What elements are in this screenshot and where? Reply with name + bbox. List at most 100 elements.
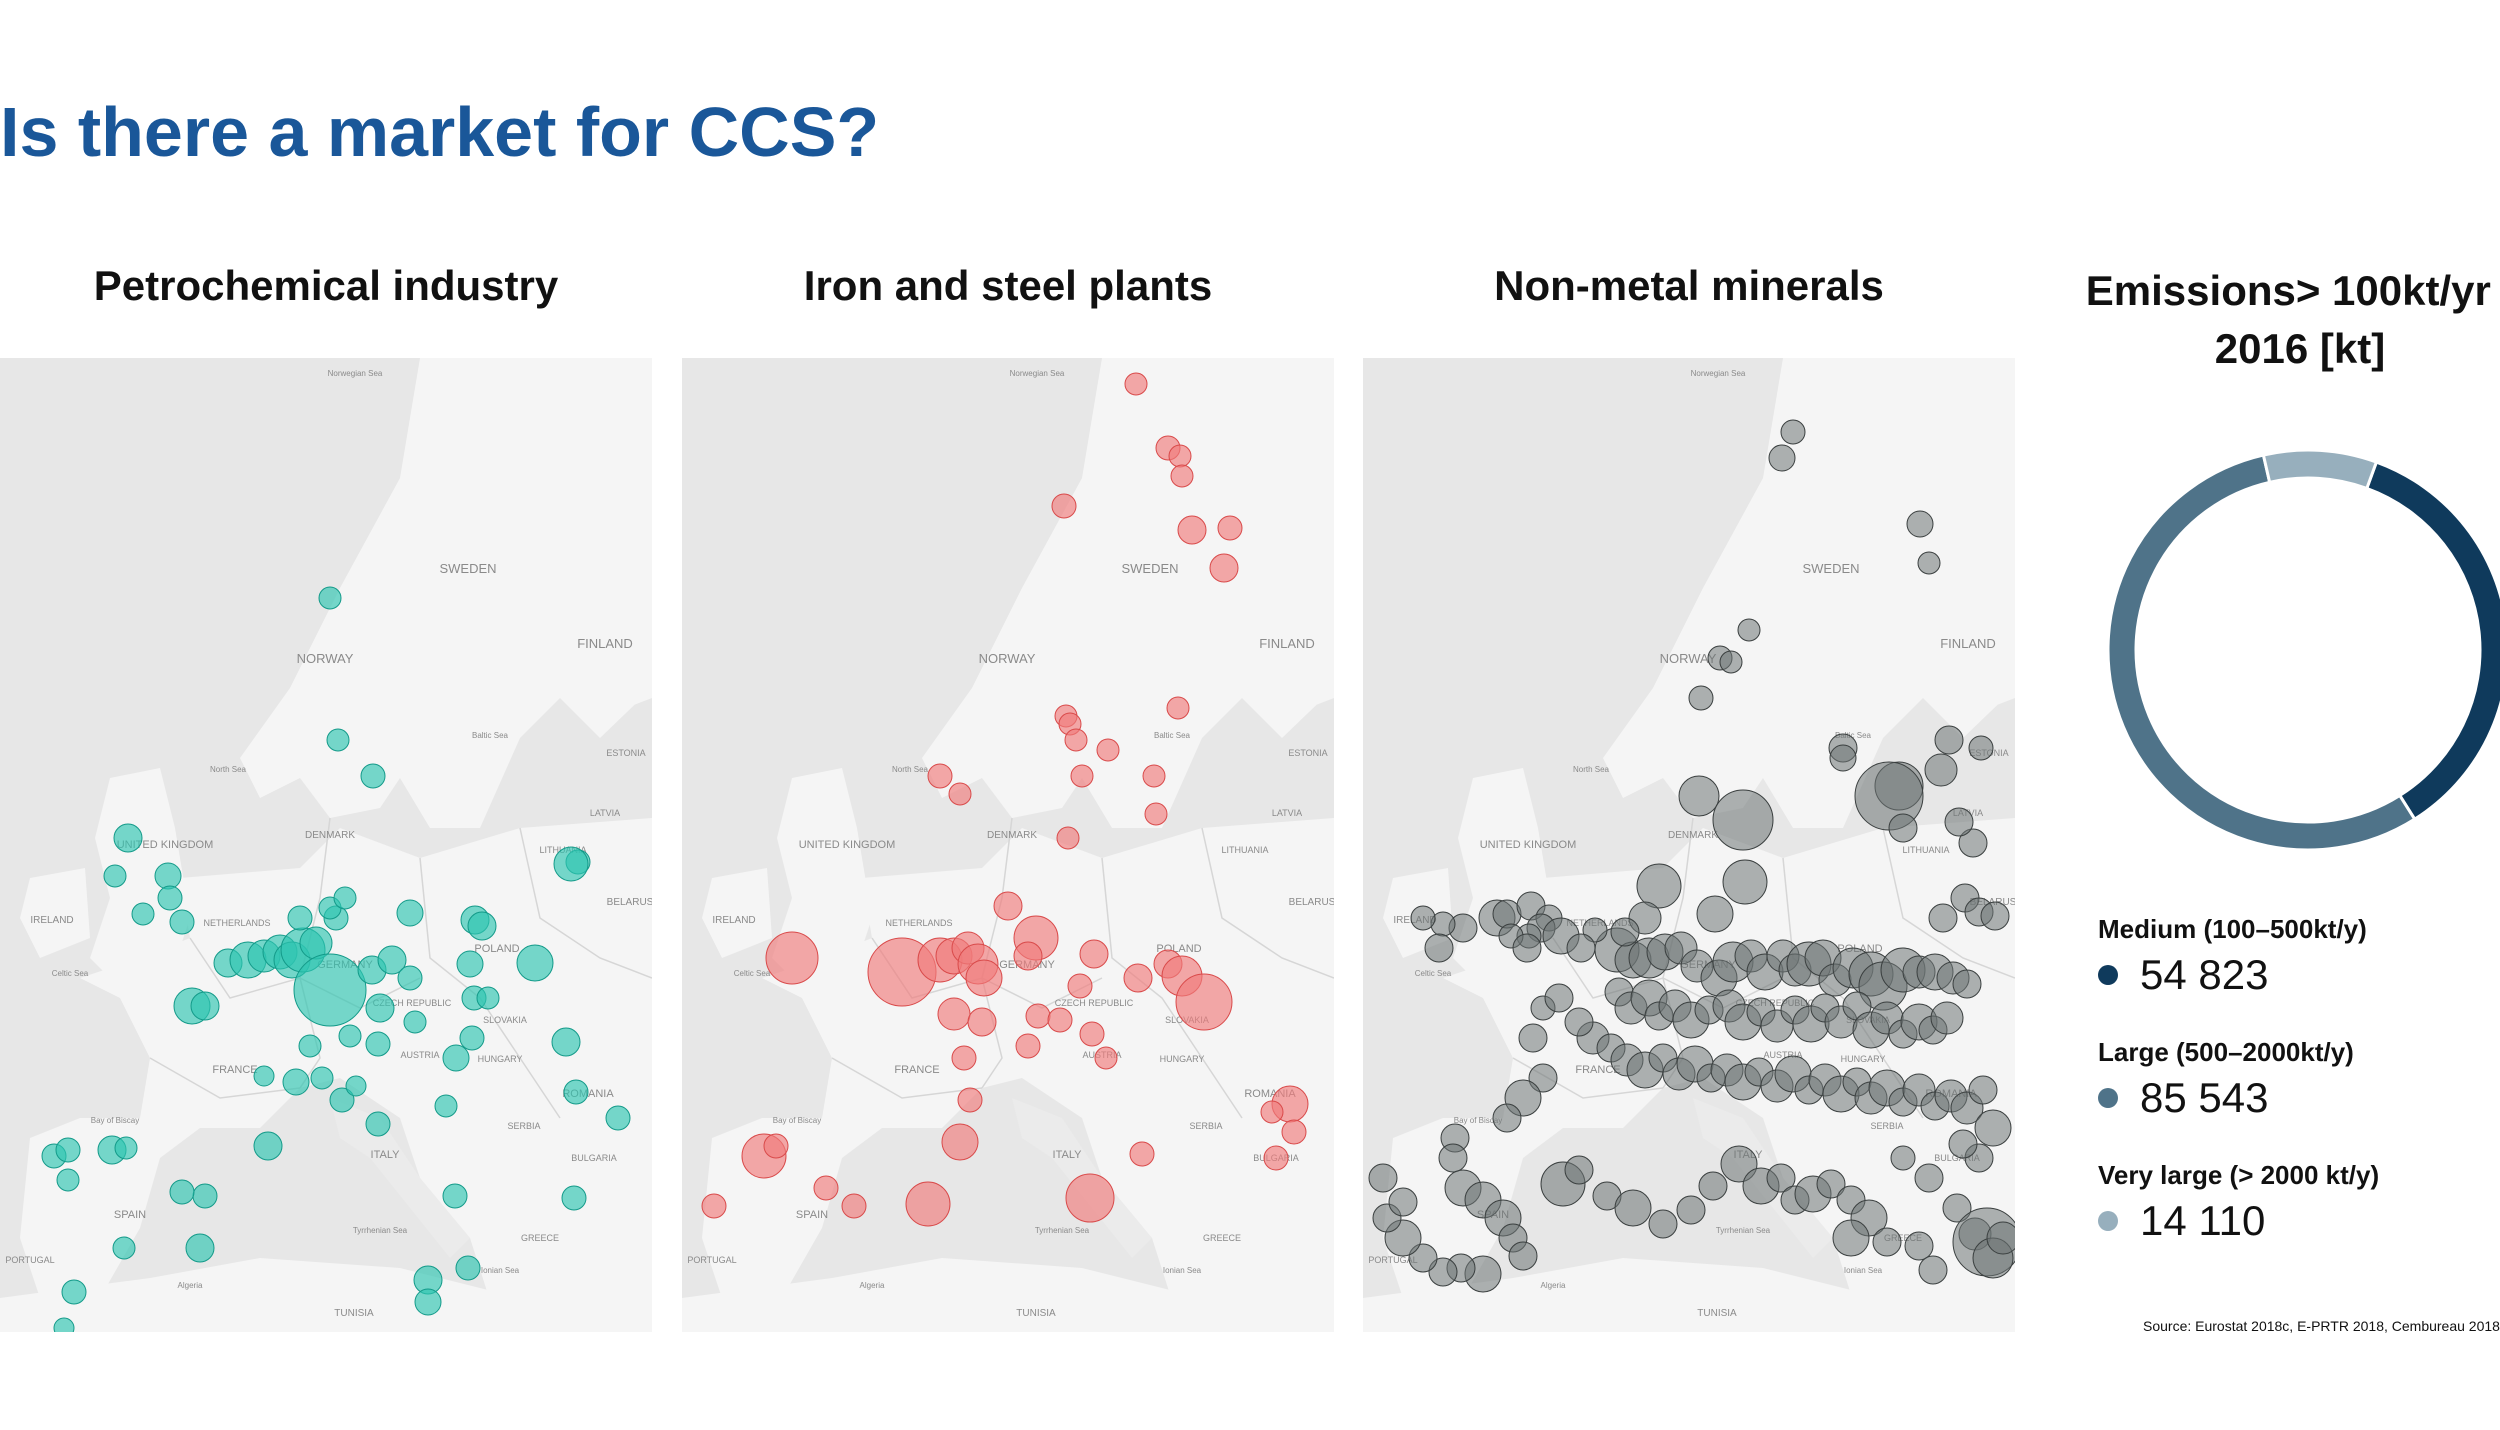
facility-bubble[interactable] xyxy=(1388,1187,1418,1217)
facility-bubble[interactable] xyxy=(1872,1227,1902,1257)
facility-bubble[interactable] xyxy=(1829,744,1857,772)
facility-bubble[interactable] xyxy=(253,1065,275,1087)
facility-bubble[interactable] xyxy=(467,911,497,941)
facility-bubble[interactable] xyxy=(937,997,971,1031)
facility-bubble[interactable] xyxy=(282,1068,310,1096)
facility-bubble[interactable] xyxy=(1712,789,1774,851)
facility-bubble[interactable] xyxy=(293,953,367,1027)
facility-bubble[interactable] xyxy=(1890,1145,1916,1171)
facility-bubble[interactable] xyxy=(455,1255,481,1281)
facility-bubble[interactable] xyxy=(326,728,350,752)
facility-bubble[interactable] xyxy=(287,905,313,931)
facility-bubble[interactable] xyxy=(1924,753,1958,787)
facility-bubble[interactable] xyxy=(1079,939,1109,969)
facility-bubble[interactable] xyxy=(1934,725,1964,755)
facility-bubble[interactable] xyxy=(456,950,484,978)
facility-bubble[interactable] xyxy=(298,1034,322,1058)
facility-bubble[interactable] xyxy=(1930,1001,1964,1035)
facility-bubble[interactable] xyxy=(442,1044,470,1072)
facility-bubble[interactable] xyxy=(1564,1007,1594,1037)
facility-bubble[interactable] xyxy=(941,1123,979,1161)
facility-bubble[interactable] xyxy=(1974,1109,2012,1147)
facility-bubble[interactable] xyxy=(1079,1021,1105,1047)
facility-bubble[interactable] xyxy=(1170,464,1194,488)
facility-bubble[interactable] xyxy=(442,1183,468,1209)
facility-bubble[interactable] xyxy=(414,1288,442,1316)
facility-bubble[interactable] xyxy=(765,931,819,985)
facility-bubble[interactable] xyxy=(253,1131,283,1161)
facility-bubble[interactable] xyxy=(1678,775,1720,817)
donut-slice-medium[interactable] xyxy=(2364,460,2500,822)
facility-bubble[interactable] xyxy=(1948,1129,1978,1159)
facility-bubble[interactable] xyxy=(763,1133,789,1159)
facility-bubble[interactable] xyxy=(1368,1163,1398,1193)
facility-bubble[interactable] xyxy=(1928,903,1958,933)
facility-bubble[interactable] xyxy=(169,1179,195,1205)
map-iron-steel[interactable]: Norwegian Sea SWEDEN NORWAY FINLAND UNITED K… xyxy=(682,358,1334,1332)
facility-bubble[interactable] xyxy=(1142,764,1166,788)
facility-bubble[interactable] xyxy=(53,1317,75,1332)
facility-bubble[interactable] xyxy=(553,846,589,882)
facility-bubble[interactable] xyxy=(403,1010,427,1034)
facility-bubble[interactable] xyxy=(190,991,220,1021)
facility-bubble[interactable] xyxy=(333,886,357,910)
facility-bubble[interactable] xyxy=(993,891,1023,921)
facility-bubble[interactable] xyxy=(1698,1171,1728,1201)
facility-bubble[interactable] xyxy=(1209,553,1239,583)
facility-bubble[interactable] xyxy=(1129,1141,1155,1167)
facility-bubble[interactable] xyxy=(905,1181,951,1227)
facility-bubble[interactable] xyxy=(154,862,182,890)
facility-bubble[interactable] xyxy=(1832,1219,1870,1257)
facility-bubble[interactable] xyxy=(113,823,143,853)
facility-bubble[interactable] xyxy=(1512,933,1542,963)
facility-bubble[interactable] xyxy=(1688,685,1714,711)
donut-slice-very-large[interactable] xyxy=(2261,448,2379,491)
facility-bubble[interactable] xyxy=(1217,515,1243,541)
facility-bubble[interactable] xyxy=(1780,419,1806,445)
facility-bubble[interactable] xyxy=(1648,1209,1678,1239)
facility-bubble[interactable] xyxy=(1696,895,1734,933)
facility-bubble[interactable] xyxy=(1281,1119,1307,1145)
facility-bubble[interactable] xyxy=(310,1066,334,1090)
facility-bubble[interactable] xyxy=(1888,813,1918,843)
donut-slice-large[interactable] xyxy=(2106,453,2417,852)
facility-bubble[interactable] xyxy=(1013,941,1043,971)
facility-bubble[interactable] xyxy=(1123,963,1153,993)
facility-bubble[interactable] xyxy=(338,1024,362,1048)
facility-bubble[interactable] xyxy=(377,945,407,975)
facility-bubble[interactable] xyxy=(1564,1155,1594,1185)
facility-bubble[interactable] xyxy=(1051,493,1077,519)
facility-bubble[interactable] xyxy=(1676,1195,1706,1225)
map-petrochemical[interactable]: Norwegian Sea SWEDEN NORWAY FINLAND UNITED K… xyxy=(0,358,652,1332)
facility-bubble[interactable] xyxy=(476,986,500,1010)
facility-bubble[interactable] xyxy=(1768,444,1796,472)
facility-bubble[interactable] xyxy=(1067,973,1093,999)
facility-bubble[interactable] xyxy=(1096,738,1120,762)
facility-bubble[interactable] xyxy=(516,944,554,982)
facility-bubble[interactable] xyxy=(1636,863,1682,909)
facility-bubble[interactable] xyxy=(967,1007,997,1037)
facility-bubble[interactable] xyxy=(1056,826,1080,850)
facility-bubble[interactable] xyxy=(1906,510,1934,538)
facility-bubble[interactable] xyxy=(1737,618,1761,642)
facility-bubble[interactable] xyxy=(157,885,183,911)
facility-bubble[interactable] xyxy=(561,1185,587,1211)
facility-bubble[interactable] xyxy=(185,1233,215,1263)
facility-bubble[interactable] xyxy=(1968,1075,1998,1105)
facility-bubble[interactable] xyxy=(1968,735,1994,761)
facility-bubble[interactable] xyxy=(1424,933,1454,963)
facility-bubble[interactable] xyxy=(329,1087,355,1113)
facility-bubble[interactable] xyxy=(434,1094,458,1118)
facility-bubble[interactable] xyxy=(957,1087,983,1113)
facility-bubble[interactable] xyxy=(365,1031,391,1057)
facility-bubble[interactable] xyxy=(396,899,424,927)
facility-bubble[interactable] xyxy=(169,909,195,935)
facility-bubble[interactable] xyxy=(563,1079,589,1105)
facility-bubble[interactable] xyxy=(459,1025,485,1051)
facility-bubble[interactable] xyxy=(1410,905,1436,931)
facility-bubble[interactable] xyxy=(360,763,386,789)
facility-bubble[interactable] xyxy=(192,1183,218,1209)
facility-bubble[interactable] xyxy=(61,1279,87,1305)
facility-bubble[interactable] xyxy=(1177,515,1207,545)
facility-bubble[interactable] xyxy=(1438,1143,1468,1173)
